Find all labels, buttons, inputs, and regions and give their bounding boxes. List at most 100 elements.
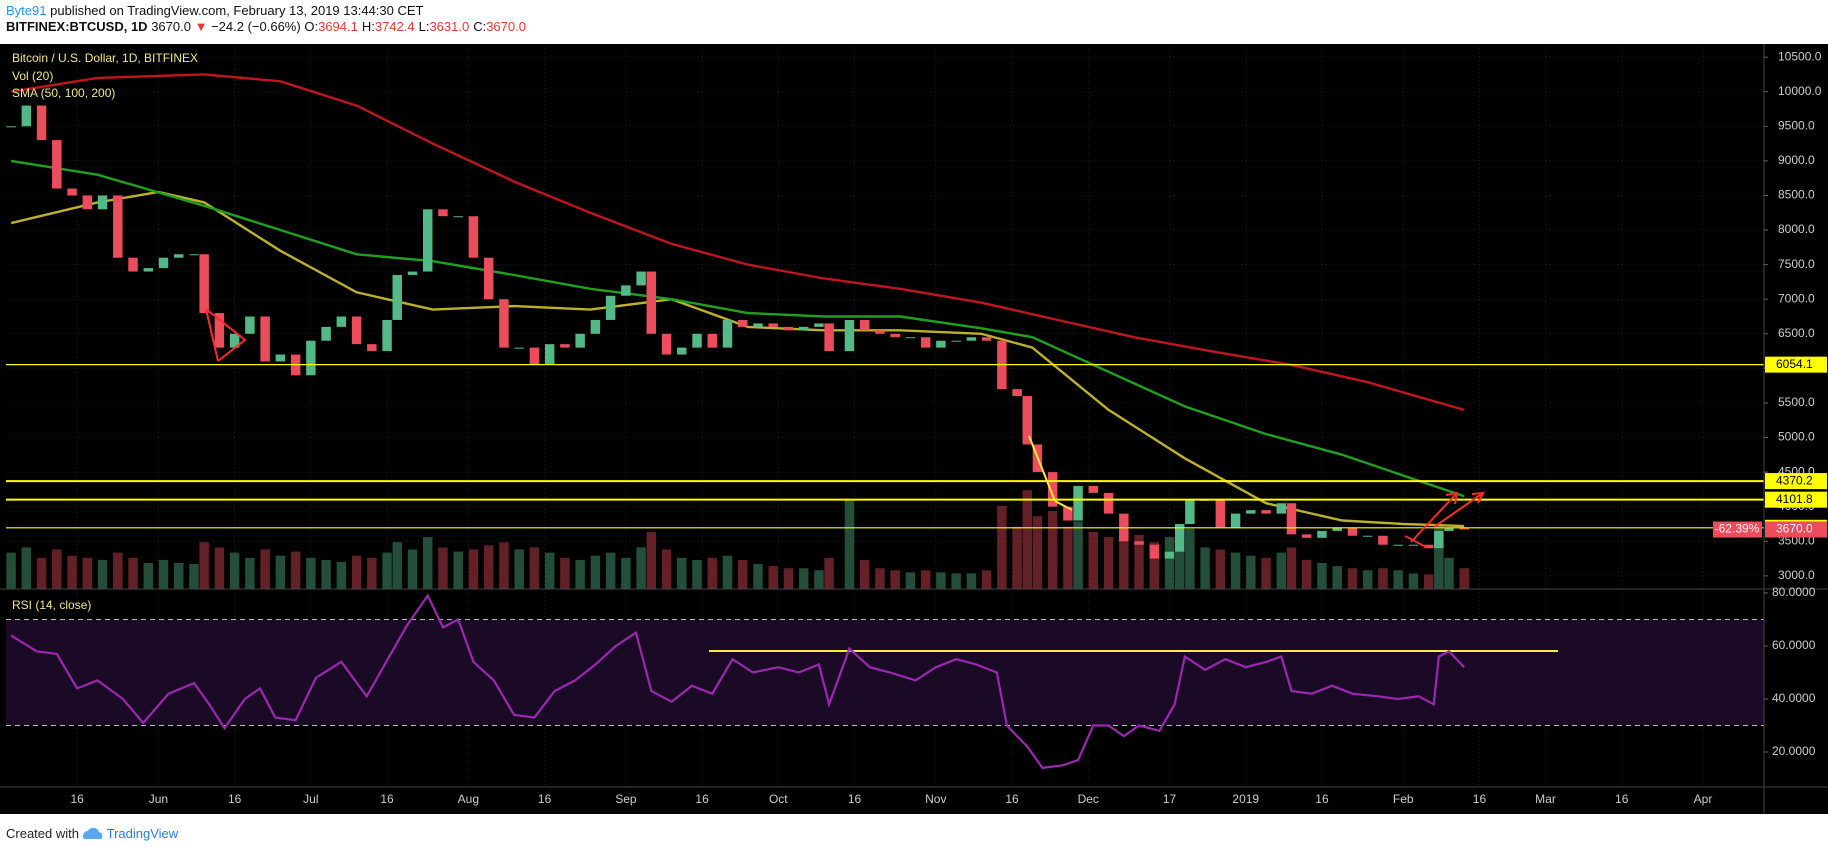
candle-body <box>1459 528 1469 530</box>
volume-bar <box>1103 537 1114 589</box>
volume-bar <box>722 555 733 589</box>
volume-bar <box>82 557 93 589</box>
volume-bar <box>113 552 123 589</box>
candle-body <box>575 333 585 348</box>
candle-body <box>1063 506 1073 521</box>
rsi-band <box>6 619 1764 726</box>
x-tick-label: Nov <box>925 792 946 806</box>
volume-bar <box>692 559 702 589</box>
volume-bar <box>646 531 657 589</box>
volume-bar <box>997 505 1007 589</box>
candle-body <box>1444 528 1454 531</box>
candle-body <box>859 319 870 331</box>
y-tick-label: 9500.0 <box>1778 118 1815 132</box>
candle-body <box>1408 544 1419 546</box>
volume-bar <box>905 572 916 589</box>
candle-body <box>1378 535 1388 545</box>
candle-body <box>1423 544 1434 549</box>
volume-bar <box>1174 524 1185 589</box>
candle-body <box>36 105 47 141</box>
footer: Created with TradingView <box>6 826 178 841</box>
candle-body <box>890 333 900 338</box>
volume-bar <box>1317 563 1327 589</box>
x-tick-label: Dec <box>1078 792 1099 806</box>
x-tick-label: 16 <box>538 792 552 806</box>
candle-body <box>1022 396 1032 445</box>
volume-bar <box>1047 511 1058 589</box>
candle-body <box>468 216 479 258</box>
level-tag <box>1765 473 1827 490</box>
trend-drawing <box>1054 500 1073 511</box>
y-tick-label: 7000.0 <box>1778 291 1815 305</box>
candle-body <box>1012 389 1022 397</box>
volume-bar <box>483 545 494 589</box>
candle-body <box>52 140 62 189</box>
last-price-label: 3670.0 <box>1776 522 1813 536</box>
candle-body <box>544 344 555 365</box>
candle-body <box>483 257 494 300</box>
volume-bar <box>1459 568 1469 589</box>
candle-body <box>1073 485 1083 521</box>
volume-bar <box>260 549 270 589</box>
candle-body <box>199 254 209 314</box>
volume-legend: Vol (20) <box>12 69 53 83</box>
volume-bar <box>174 563 184 589</box>
candle-body <box>1317 530 1327 538</box>
volume-bar <box>966 573 977 589</box>
candle-body <box>798 326 809 331</box>
y-tick-label: 40.0000 <box>1772 691 1816 705</box>
volume-bar <box>52 549 62 589</box>
candle-body <box>875 330 885 334</box>
candle-layer <box>6 105 1469 559</box>
arrow-head <box>1445 491 1459 505</box>
volume-bar <box>981 570 992 589</box>
volume-bar <box>21 547 32 589</box>
candle-body <box>392 275 402 320</box>
volume-bar <box>951 573 961 589</box>
x-tick-label: 16 <box>1005 792 1019 806</box>
volume-bar <box>1347 568 1358 589</box>
volume-bar <box>1149 542 1160 589</box>
volume-bar <box>1073 521 1083 589</box>
candle-body <box>814 323 824 327</box>
author[interactable]: Byte91 <box>6 3 47 18</box>
x-tick-label: Jun <box>149 792 168 806</box>
candle-body <box>336 316 347 327</box>
candle-body <box>560 344 570 348</box>
volume-bar <box>875 568 885 589</box>
volume-bar <box>707 557 717 589</box>
candle-body <box>722 319 733 348</box>
candle-body <box>951 340 961 342</box>
x-tick-label: 16 <box>228 792 242 806</box>
volume-bar <box>1088 531 1099 589</box>
volume-bar <box>1012 526 1022 589</box>
candle-body <box>824 323 834 352</box>
x-tick-label: 16 <box>848 792 862 806</box>
candle-body <box>1134 541 1144 545</box>
x-tick-label: 16 <box>1473 792 1487 806</box>
footer-brand[interactable]: TradingView <box>106 826 179 841</box>
candle-body <box>275 354 286 362</box>
y-tick-label: 20.0000 <box>1772 744 1816 758</box>
ohlc: O:3694.1 H:3742.4 L:3631.0 C:3670.0 <box>304 19 530 34</box>
candle-body <box>590 319 601 334</box>
candle-body <box>707 333 717 348</box>
volume-bar <box>1393 570 1403 589</box>
volume-bar <box>1185 528 1195 589</box>
candle-body <box>636 271 646 286</box>
candle-body <box>920 337 931 348</box>
candle-body <box>158 257 169 269</box>
arrow-drawing <box>1404 535 1429 549</box>
candle-body <box>453 216 463 218</box>
y-tick-label: 60.0000 <box>1772 638 1816 652</box>
y-tick-label: 8000.0 <box>1778 222 1815 236</box>
volume-bar <box>392 542 402 589</box>
y-tick-label: 80.0000 <box>1772 585 1816 599</box>
volume-bar <box>1164 537 1175 589</box>
volume-bar <box>677 557 687 589</box>
x-tick-label: 16 <box>695 792 709 806</box>
rsi-line <box>10 593 1465 770</box>
rsi-band-layer <box>6 618 1764 727</box>
arrow-head <box>1471 491 1485 504</box>
